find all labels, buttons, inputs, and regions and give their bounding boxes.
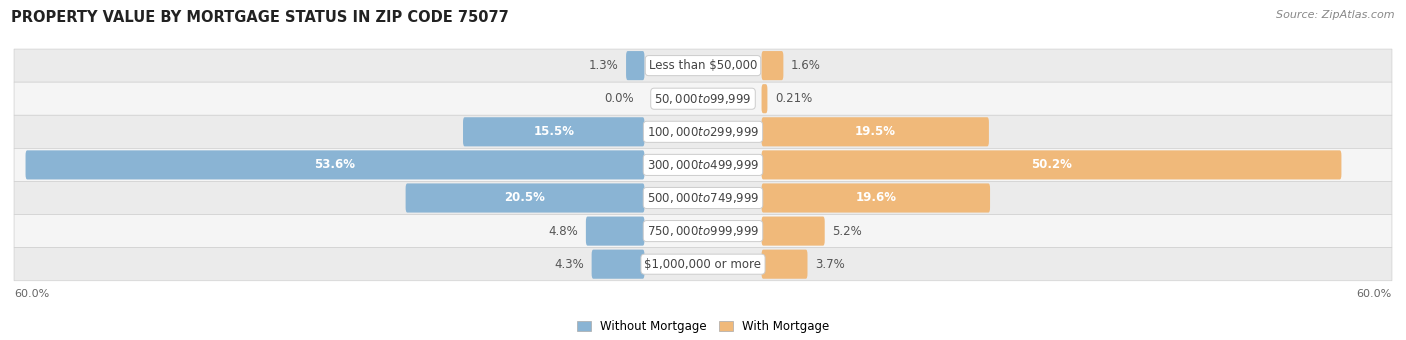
FancyBboxPatch shape [762, 217, 825, 245]
FancyBboxPatch shape [14, 182, 1392, 215]
FancyBboxPatch shape [762, 250, 807, 279]
Text: 3.7%: 3.7% [815, 258, 845, 271]
Text: 50.2%: 50.2% [1031, 158, 1071, 171]
Text: $750,000 to $999,999: $750,000 to $999,999 [647, 224, 759, 238]
FancyBboxPatch shape [586, 217, 644, 245]
FancyBboxPatch shape [14, 215, 1392, 248]
Text: 19.5%: 19.5% [855, 125, 896, 138]
Text: 60.0%: 60.0% [14, 289, 49, 299]
FancyBboxPatch shape [762, 84, 768, 113]
Text: 0.0%: 0.0% [605, 92, 634, 105]
Text: Less than $50,000: Less than $50,000 [648, 59, 758, 72]
Text: $100,000 to $299,999: $100,000 to $299,999 [647, 125, 759, 139]
FancyBboxPatch shape [762, 184, 990, 212]
FancyBboxPatch shape [405, 184, 644, 212]
Text: 4.8%: 4.8% [548, 225, 578, 238]
Text: $50,000 to $99,999: $50,000 to $99,999 [654, 92, 752, 106]
Text: 15.5%: 15.5% [533, 125, 574, 138]
Text: 1.6%: 1.6% [790, 59, 821, 72]
Text: 1.3%: 1.3% [589, 59, 619, 72]
Text: 0.21%: 0.21% [775, 92, 813, 105]
FancyBboxPatch shape [14, 82, 1392, 115]
FancyBboxPatch shape [14, 148, 1392, 182]
Text: 53.6%: 53.6% [315, 158, 356, 171]
Text: 4.3%: 4.3% [554, 258, 583, 271]
FancyBboxPatch shape [592, 250, 644, 279]
FancyBboxPatch shape [626, 51, 644, 80]
Text: 5.2%: 5.2% [832, 225, 862, 238]
FancyBboxPatch shape [762, 150, 1341, 180]
FancyBboxPatch shape [762, 117, 988, 146]
FancyBboxPatch shape [14, 49, 1392, 82]
FancyBboxPatch shape [25, 150, 644, 180]
Text: 60.0%: 60.0% [1357, 289, 1392, 299]
Text: 20.5%: 20.5% [505, 191, 546, 204]
FancyBboxPatch shape [463, 117, 644, 146]
FancyBboxPatch shape [14, 115, 1392, 148]
FancyBboxPatch shape [762, 51, 783, 80]
Text: PROPERTY VALUE BY MORTGAGE STATUS IN ZIP CODE 75077: PROPERTY VALUE BY MORTGAGE STATUS IN ZIP… [11, 10, 509, 25]
Text: $300,000 to $499,999: $300,000 to $499,999 [647, 158, 759, 172]
Legend: Without Mortgage, With Mortgage: Without Mortgage, With Mortgage [572, 315, 834, 338]
Text: $500,000 to $749,999: $500,000 to $749,999 [647, 191, 759, 205]
FancyBboxPatch shape [14, 248, 1392, 281]
Text: 19.6%: 19.6% [855, 191, 896, 204]
Text: $1,000,000 or more: $1,000,000 or more [644, 258, 762, 271]
Text: Source: ZipAtlas.com: Source: ZipAtlas.com [1277, 10, 1395, 20]
